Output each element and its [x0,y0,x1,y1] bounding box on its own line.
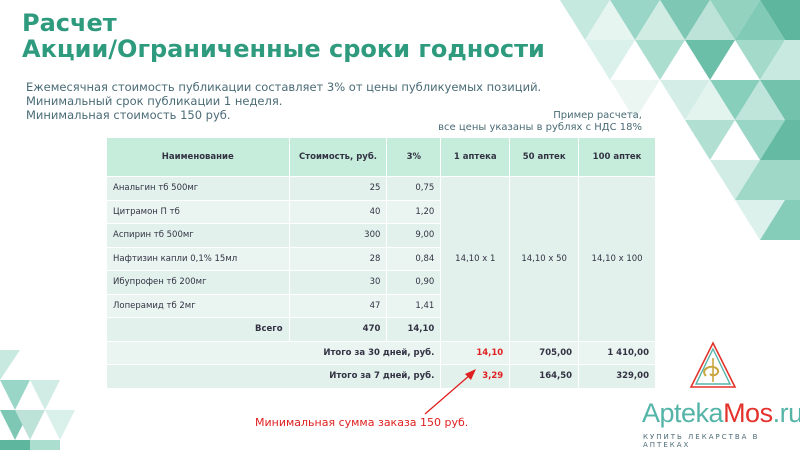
row-name: Цитрамон П тб [106,199,290,224]
row-cost: 30 [288,270,388,295]
note-line-1: Пример расчета, [553,110,642,121]
total-label: Всего [106,317,290,342]
row-percent: 0,75 [386,176,442,201]
calculation-table: Наименование Стоимость, руб. 3% 1 аптека… [105,137,656,389]
header-percent: 3% [386,137,442,177]
intro-text: Ежемесячная стоимость публикации составл… [26,80,541,122]
row-name: Аспирин тб 500мг [106,223,290,248]
intro-line-3: Минимальная стоимость 150 руб. [26,108,231,122]
row-cost: 28 [288,246,388,271]
title-line-1: Расчет [22,9,117,37]
logo-tagline: КУПИТЬ ЛЕКАРСТВА В АПТЕКАХ [643,433,760,449]
logo-part-mos: Mos [723,398,773,428]
table-row: Лоперамид тб 2мг 47 1,41 [106,293,656,318]
pharmacy-logo-icon [689,341,737,388]
row-cost: 300 [288,223,388,248]
total-cost: 470 [288,317,388,342]
logo-part-apteka: Apteka [642,398,724,428]
header-100-pharmacies: 100 аптек [578,137,656,177]
total-7-label: Итого за 7 дней, руб. [105,364,442,389]
min-order-text: Минимальная сумма заказа 150 руб. [255,416,469,429]
row-percent: 1,41 [386,293,442,318]
table-row: Ибупрофен тб 200мг 30 0,90 [106,270,656,295]
table-row: Аспирин тб 500мг 300 9,00 [106,223,656,248]
total-percent: 14,10 [386,317,442,342]
total-30-50-pharmacies: 705,00 [509,340,580,365]
table-row: Нафтизин капли 0,1% 15мл 28 0,84 [106,246,656,271]
header-name: Наименование [106,137,290,177]
row-cost: 25 [288,176,388,201]
logo-part-ru: .ru [772,398,800,428]
total-30-1-pharmacy: 14,10 [440,340,511,365]
total-row: Всего 470 14,10 [106,317,656,342]
logo-wordmark: AptekaMos.ru [642,398,800,429]
row-cost: 40 [288,199,388,224]
merged-1-pharmacy: 14,10 х 1 [440,176,511,342]
row-percent: 0,84 [386,246,442,271]
merged-50-pharmacies: 14,10 х 50 [509,176,580,342]
total-30-days-row: Итого за 30 дней, руб. 14,10 705,00 1 41… [105,340,656,365]
page-title: Расчет Акции/Ограниченные сроки годности [22,10,545,62]
total-30-label: Итого за 30 дней, руб. [105,340,442,365]
header-1-pharmacy: 1 аптека [440,137,511,177]
row-percent: 9,00 [386,223,442,248]
row-name: Ибупрофен тб 200мг [106,270,290,295]
table-header-row: Наименование Стоимость, руб. 3% 1 аптека… [106,137,656,177]
row-name: Лоперамид тб 2мг [106,293,290,318]
intro-line-2: Минимальный срок публикации 1 неделя. [26,94,283,108]
total-30-100-pharmacies: 1 410,00 [578,340,656,365]
row-name: Анальгин тб 500мг [106,176,290,201]
title-line-2: Акции/Ограниченные сроки годности [22,35,545,63]
row-percent: 0,90 [386,270,442,295]
note-line-2: все цены указаны в рублях с НДС 18% [438,122,642,133]
row-name: Нафтизин капли 0,1% 15мл [106,246,290,271]
total-7-1-pharmacy: 3,29 [440,364,511,389]
row-cost: 47 [288,293,388,318]
total-7-100-pharmacies: 329,00 [578,364,656,389]
row-percent: 1,20 [386,199,442,224]
header-cost: Стоимость, руб. [288,137,388,177]
table-row: Анальгин тб 500мг 25 0,75 14,10 х 1 14,1… [106,176,656,342]
intro-line-1: Ежемесячная стоимость публикации составл… [26,80,542,94]
price-note: Пример расчета, все цены указаны в рубля… [438,110,642,134]
merged-100-pharmacies: 14,10 х 100 [578,176,656,342]
header-50-pharmacies: 50 аптек [509,137,580,177]
table-row: Цитрамон П тб 40 1,20 [106,199,656,224]
total-7-50-pharmacies: 164,50 [509,364,580,389]
total-7-days-row: Итого за 7 дней, руб. 3,29 164,50 329,00 [105,364,656,389]
